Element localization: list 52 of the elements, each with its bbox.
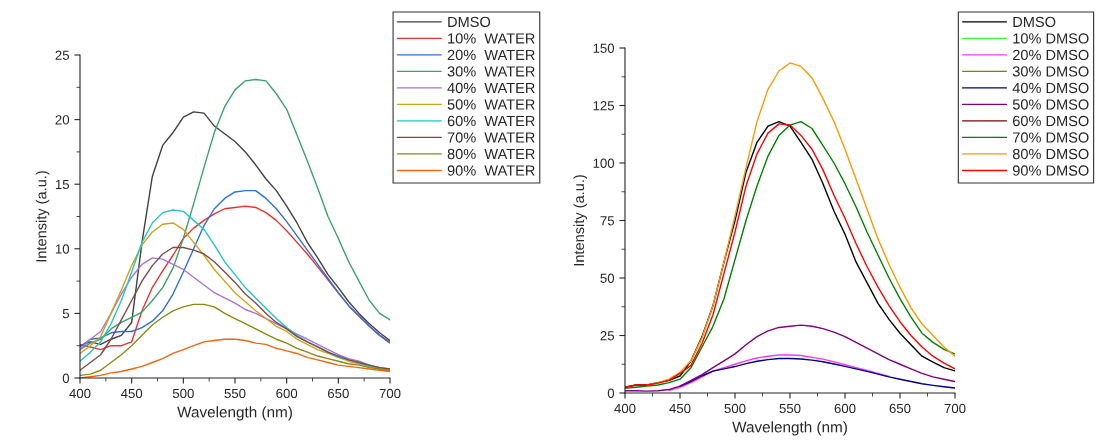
x-tick-label: 550 <box>779 403 801 414</box>
legend-label: 50% DMSO <box>1012 99 1089 110</box>
y-tick-label: 0 <box>62 373 70 383</box>
legend-label: 80% DMSO <box>1012 148 1089 160</box>
y-tick-label: 15 <box>55 179 70 190</box>
y-tick-label: 125 <box>593 101 615 111</box>
x-tick-label: 500 <box>724 403 746 414</box>
legend-label: 70% DMSO <box>1013 132 1089 143</box>
x-tick-label: 450 <box>669 403 691 414</box>
legend-label: 70% WATER <box>447 132 535 143</box>
legend-label: DMSO <box>448 16 491 28</box>
legend-label: DMSO <box>1013 16 1056 28</box>
legend-label: 20% WATER <box>447 49 535 61</box>
x-tick-label: 600 <box>276 388 298 399</box>
y-tick-label: 10 <box>55 244 70 254</box>
y-axis-title: Intensity (a.u.) <box>573 175 588 266</box>
y-axis-title: Intensity (a.u.) <box>35 171 50 262</box>
y-tick-label: 5 <box>62 309 70 319</box>
legend-label: 80% WATER <box>447 148 535 160</box>
y-tick-label: 150 <box>593 43 615 53</box>
legend-label: 90% DMSO <box>1012 165 1089 176</box>
y-tick-label: 0 <box>607 388 615 398</box>
x-axis-title: Wavelength (nm) <box>732 421 847 436</box>
legend-label: 10% WATER <box>448 33 535 44</box>
legend-label: 40% WATER <box>447 82 535 94</box>
legend-label: 30% WATER <box>447 66 535 77</box>
legend-label: 40% DMSO <box>1012 82 1089 94</box>
legend-label: 60% DMSO <box>1013 115 1089 127</box>
x-tick-label: 400 <box>69 388 91 399</box>
y-tick-label: 100 <box>593 158 615 168</box>
legend-label: 10% DMSO <box>1013 33 1089 44</box>
x-axis-title: Wavelength (nm) <box>177 406 292 421</box>
legend-label: 20% DMSO <box>1012 49 1089 61</box>
y-tick-label: 50 <box>600 273 615 283</box>
x-tick-label: 700 <box>379 388 401 399</box>
y-tick-label: 75 <box>600 216 615 226</box>
y-tick-label: 25 <box>55 50 70 60</box>
x-tick-label: 650 <box>328 388 349 399</box>
legend-label: 30% DMSO <box>1012 66 1089 77</box>
x-tick-label: 700 <box>944 403 966 414</box>
legend-label: 90% WATER <box>447 165 535 176</box>
x-tick-label: 500 <box>172 388 194 399</box>
legend-label: 50% WATER <box>447 99 535 110</box>
x-tick-label: 650 <box>889 403 911 414</box>
x-tick-label: 550 <box>224 388 246 399</box>
x-tick-label: 450 <box>120 388 143 399</box>
x-tick-label: 600 <box>834 403 856 414</box>
legend-label: 60% WATER <box>447 115 535 127</box>
line-series <box>668 354 890 391</box>
y-tick-label: 25 <box>600 331 615 341</box>
x-tick-label: 400 <box>614 403 636 414</box>
y-tick-label: 20 <box>55 115 70 125</box>
